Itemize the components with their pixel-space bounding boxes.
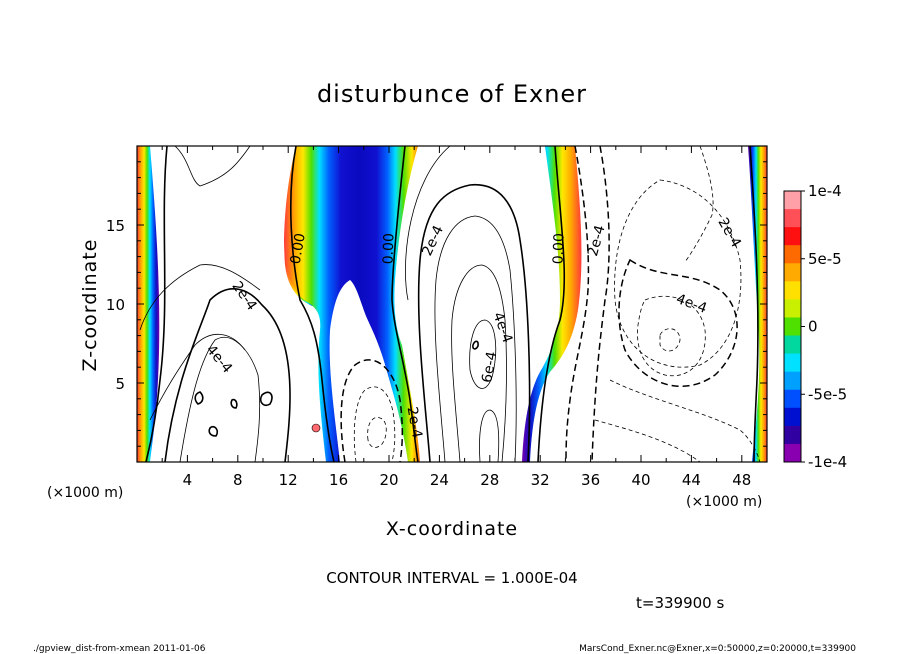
x-tick-label: 28 <box>480 471 499 489</box>
contour-label: 4e-4 <box>489 310 515 345</box>
contour-line <box>367 417 387 448</box>
contour-line <box>149 333 246 421</box>
colorbar-swatch <box>784 407 801 427</box>
colorbar-swatch <box>784 209 801 228</box>
colorbar-label: -1e-4 <box>808 453 847 471</box>
contour-line <box>230 398 238 409</box>
contour-label: 2e-4 <box>585 223 609 258</box>
contour-line <box>469 319 497 389</box>
colorbar-swatch <box>784 425 801 445</box>
x-tick-label: 8 <box>233 471 243 489</box>
chart-title: disturbunce of Exner <box>317 80 587 108</box>
y-axis-label: Z-coordinate <box>79 239 101 372</box>
contour-label: 2e-4 <box>419 223 447 258</box>
colorbar-swatch <box>784 389 801 409</box>
y-tick-label: 15 <box>106 217 125 235</box>
contour-label: 4e-4 <box>674 291 709 317</box>
contour-line <box>353 386 396 462</box>
colorbar-swatch <box>784 353 801 373</box>
contour-line <box>391 146 419 462</box>
contour-label: 0.00 <box>551 233 568 265</box>
contour-line <box>637 296 706 377</box>
colorbar-swatch <box>784 335 801 355</box>
colorbar-label: 1e-4 <box>808 182 842 200</box>
contour-line <box>179 337 261 462</box>
contour-line <box>594 419 701 462</box>
contour-line <box>405 146 451 301</box>
colorbar-label: 5e-5 <box>808 250 842 268</box>
contour-line <box>609 379 761 462</box>
contour-line <box>591 146 610 462</box>
x-unit-right: (×1000 m) <box>686 494 762 510</box>
colorbar: 1e-4 5e-5 0 -5e-5 -1e-4 <box>783 182 847 471</box>
x-tick-label: 4 <box>183 471 193 489</box>
colorbar-swatch <box>784 245 801 264</box>
contour-label: 2e-4 <box>229 279 260 314</box>
x-tick-label: 12 <box>279 471 298 489</box>
colorbar-swatch <box>784 227 801 246</box>
colorbar-swatch <box>784 191 801 210</box>
contour-line <box>618 258 738 388</box>
contour-line <box>194 391 204 405</box>
contour-line <box>479 409 500 462</box>
colorbar-swatch <box>784 263 801 282</box>
contour-line <box>208 425 219 437</box>
x-tick-label: 32 <box>531 471 550 489</box>
colorbar-label: 0 <box>808 318 818 336</box>
y-tick-label: 10 <box>106 296 125 314</box>
contour-line <box>537 146 566 462</box>
contour-line <box>289 146 335 462</box>
contour-line <box>749 146 759 462</box>
contour-line <box>417 184 531 462</box>
contour-lines <box>139 146 761 462</box>
contour-line <box>145 146 168 462</box>
contour-labels: 0.00 0.00 0.00 2e-4 4e-4 2e-4 4e-4 6e-4 2e-4 2e-4… <box>203 215 744 439</box>
contour-line <box>139 264 261 331</box>
contour-line <box>472 340 479 350</box>
contour-line <box>259 391 273 407</box>
colorbar-swatch <box>784 443 801 463</box>
footer-left: ./gpview_dist-from-xmean 2011-01-06 <box>33 644 206 654</box>
x-axis-ticks: 4 8 12 16 20 24 28 32 36 40 44 48 <box>136 146 768 489</box>
contour-label: 2e-4 <box>404 406 425 440</box>
colorbar-swatch <box>784 281 801 300</box>
contour-line <box>434 215 517 462</box>
x-tick-label: 44 <box>682 471 701 489</box>
plot-frame <box>136 145 768 463</box>
footer-right: MarsCond_Exner.nc@Exner,x=0:50000,z=0:20… <box>579 644 856 654</box>
contour-label: 2e-4 <box>714 215 744 250</box>
time-stamp: t=339900 s <box>636 594 724 612</box>
contour-label: 6e-4 <box>479 350 500 384</box>
y-tick-label: 5 <box>115 375 125 393</box>
contour-label: 0.00 <box>380 233 397 265</box>
contour-line <box>659 328 681 352</box>
contour-line <box>174 146 251 187</box>
contour-interval: CONTOUR INTERVAL = 1.000E-04 <box>326 569 577 587</box>
x-axis-label: X-coordinate <box>386 518 518 540</box>
x-tick-label: 24 <box>430 471 449 489</box>
colorbar-swatch <box>784 299 801 318</box>
y-axis-ticks: 5 10 15 <box>106 145 767 463</box>
x-tick-label: 16 <box>329 471 348 489</box>
contour-line <box>164 288 291 462</box>
contour-line <box>684 146 714 263</box>
contour-line <box>340 359 404 462</box>
contour-line <box>451 264 507 462</box>
x-tick-label: 48 <box>732 471 751 489</box>
x-tick-label: 36 <box>581 471 600 489</box>
contour-label: 4e-4 <box>203 342 236 376</box>
colorbar-swatch <box>784 317 801 337</box>
x-tick-label: 40 <box>631 471 650 489</box>
plot-field <box>137 146 767 462</box>
trough-east-band <box>522 146 582 462</box>
colorbar-label: -5e-5 <box>808 385 847 403</box>
contour-line <box>614 179 742 368</box>
contour-label: 0.00 <box>288 232 309 265</box>
colorbar-swatch <box>784 371 801 391</box>
central-trough <box>284 146 420 462</box>
x-tick-label: 20 <box>379 471 398 489</box>
x-unit-left: (×1000 m) <box>47 485 123 501</box>
small-positive-cell <box>311 423 321 433</box>
